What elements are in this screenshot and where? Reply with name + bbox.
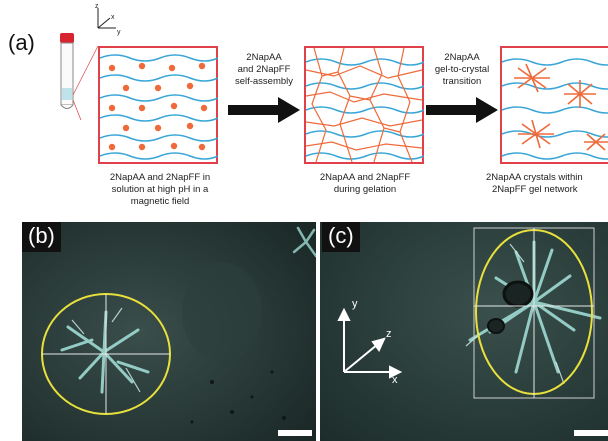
schematic-gelation	[304, 46, 424, 164]
schematic-solution	[98, 46, 218, 164]
micrograph-c	[320, 222, 608, 441]
vial-icon	[60, 33, 74, 109]
panel-b-label: (b)	[22, 222, 61, 252]
vial-and-axes: z x y	[60, 3, 121, 120]
micrograph-b	[22, 222, 316, 441]
arrow1-label: 2NapAA and 2NapFF self-assembly	[234, 52, 294, 87]
tube-axes-icon	[97, 8, 116, 29]
scale-bar-b	[278, 430, 312, 436]
arrow2-label: 2NapAA gel-to-crystal transition	[434, 52, 490, 87]
xyz-axes-icon	[337, 307, 403, 379]
step1-caption: 2NapAA and 2NapFF in solution at high pH…	[109, 172, 211, 207]
right-arrow-icon	[228, 97, 300, 123]
axis-label-x: x	[392, 374, 398, 386]
schematic-crystals	[500, 46, 608, 164]
axis-label-y: y	[352, 298, 358, 310]
scale-bar-c	[574, 430, 608, 436]
tube-axis-z: z	[95, 3, 99, 10]
right-arrow-icon-2	[426, 97, 498, 123]
panel-a-label: (a)	[8, 30, 35, 55]
step3-caption: 2NapAA crystals within 2NapFF gel networ…	[486, 172, 583, 195]
panel-c-label: (c)	[322, 222, 360, 252]
tube-axis-y: y	[117, 29, 121, 36]
tube-axis-x: x	[111, 14, 115, 21]
axis-label-z: z	[386, 328, 392, 340]
step2-caption: 2NapAA and 2NapFF during gelation	[319, 172, 411, 195]
